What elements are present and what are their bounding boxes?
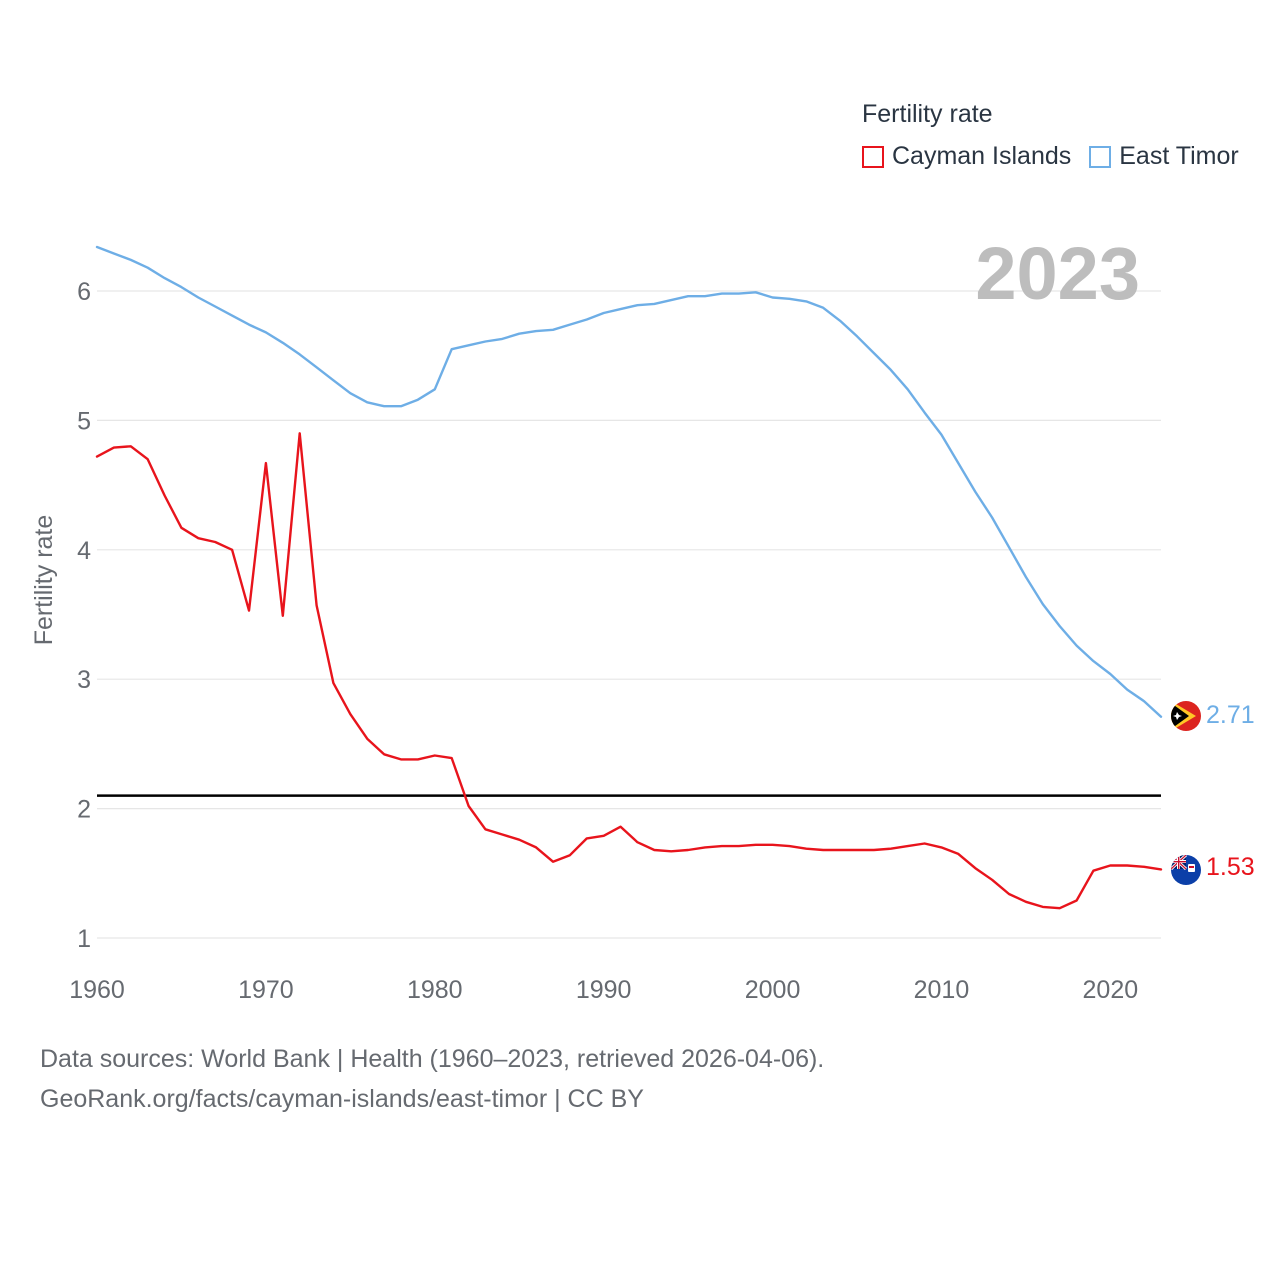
current-year-label: 2023: [975, 232, 1140, 315]
series-line-east-timor: [95, 245, 1163, 718]
y-axis-ticks: 1 2 3 4 5 6: [77, 278, 91, 953]
x-axis-ticks: 1960 1970 1980 1990 2000 2010 2020: [69, 976, 1138, 1004]
y-tick-label: 2: [77, 796, 91, 824]
x-tick-label: 2020: [1083, 976, 1139, 1004]
legend-swatch-east-timor: [1089, 145, 1112, 168]
y-tick-label: 3: [77, 666, 91, 694]
east-timor-flag-icon: [1171, 701, 1201, 731]
y-tick-label: 4: [77, 537, 91, 565]
series-lines: [95, 245, 1163, 910]
x-tick-label: 1960: [69, 976, 125, 1004]
x-tick-label: 2010: [914, 976, 970, 1004]
cayman-islands-end-value: 1.53: [1206, 853, 1255, 881]
y-tick-label: 1: [77, 925, 91, 953]
source-url-note: GeoRank.org/facts/cayman-islands/east-ti…: [40, 1085, 644, 1113]
x-tick-label: 2000: [745, 976, 801, 1004]
x-tick-label: 1970: [238, 976, 294, 1004]
y-tick-label: 5: [77, 407, 91, 435]
legend-item-cayman-islands[interactable]: Cayman Islands: [862, 142, 1071, 171]
y-axis-label: Fertility rate: [30, 515, 58, 646]
legend: Cayman Islands East Timor: [862, 142, 1257, 171]
legend-label-east-timor: East Timor: [1119, 142, 1239, 170]
x-tick-label: 1980: [407, 976, 463, 1004]
y-tick-label: 6: [77, 278, 91, 306]
east-timor-end-value: 2.71: [1206, 701, 1255, 729]
legend-swatch-cayman-islands: [862, 145, 884, 168]
grid-lines: [97, 290, 1161, 939]
legend-item-east-timor[interactable]: East Timor: [1089, 142, 1239, 171]
series-line-cayman-islands: [95, 432, 1163, 910]
cayman-islands-flag-icon: [1171, 855, 1201, 885]
legend-title: Fertility rate: [862, 100, 993, 128]
x-tick-label: 1990: [576, 976, 632, 1004]
legend-label-cayman-islands: Cayman Islands: [892, 142, 1072, 170]
data-source-note: Data sources: World Bank | Health (1960–…: [40, 1045, 825, 1073]
